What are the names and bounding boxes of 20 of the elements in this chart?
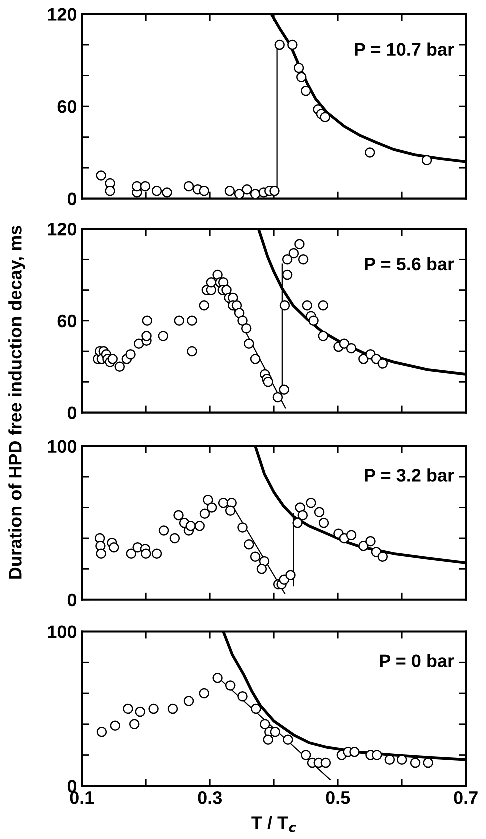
annotation: P = 0 bar xyxy=(380,654,454,668)
annotation: P = 3.2 bar xyxy=(365,468,454,482)
y-tick-label: 0 xyxy=(68,594,77,607)
x-tick-label: 0.3 xyxy=(198,791,222,804)
y-tick-label: 60 xyxy=(58,100,77,114)
x-tick-label: 0.1 xyxy=(70,791,94,804)
y-tick-label: 60 xyxy=(58,314,77,328)
y-tick-label: 0 xyxy=(68,192,77,206)
y-axis-title: Duration of HPD free induction decay, ms xyxy=(8,226,26,579)
x-tick-label: 0.5 xyxy=(326,791,350,804)
y-tick-label: 0 xyxy=(68,780,77,793)
annotation: P = 5.6 bar xyxy=(365,257,454,271)
annotation: P = 10.7 bar xyxy=(355,42,454,56)
y-tick-label: 0 xyxy=(68,406,77,420)
x-axis-title: T / T$_{c}$ xyxy=(252,816,296,832)
y-tick-label: 120 xyxy=(48,8,77,21)
y-tick-label: 120 xyxy=(48,222,77,236)
y-tick-label: 100 xyxy=(48,440,77,454)
x-tick-label: 0.7 xyxy=(454,791,478,804)
y-tick-label: 100 xyxy=(48,626,77,638)
